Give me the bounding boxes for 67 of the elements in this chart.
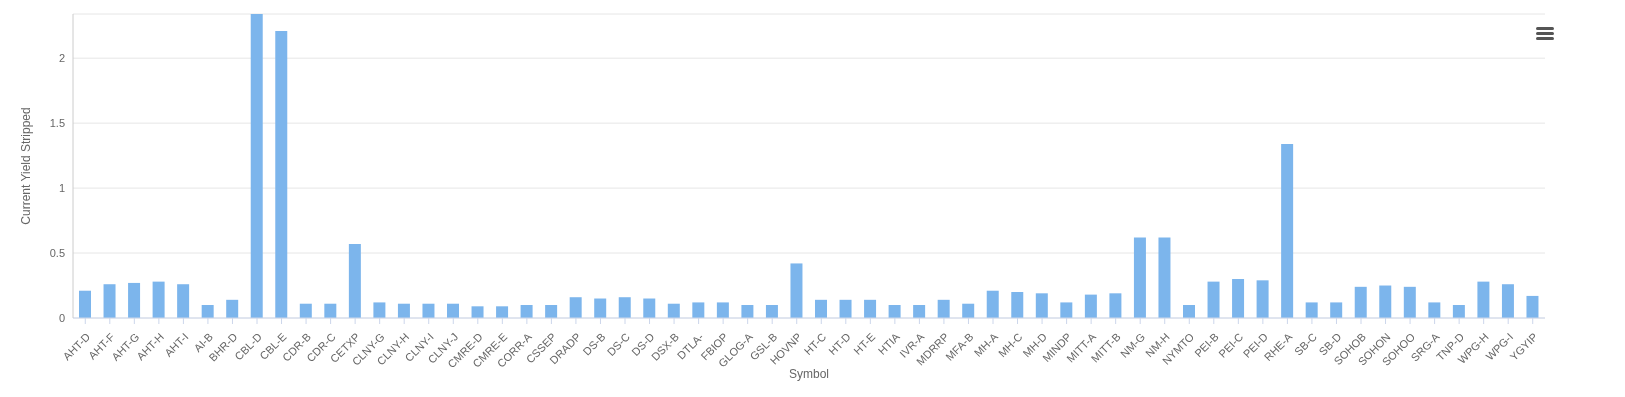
bar	[618, 297, 631, 318]
bar	[128, 282, 141, 318]
y-axis-title: Current Yield Stripped	[19, 107, 34, 225]
y-tick-label: 0	[58, 311, 65, 324]
bar	[1035, 293, 1048, 318]
bar	[962, 303, 975, 318]
bar	[1109, 293, 1122, 318]
bar	[1501, 284, 1514, 318]
bar	[177, 284, 190, 318]
y-tick-label: 1.5	[49, 117, 65, 130]
bar	[1256, 280, 1269, 318]
bar	[937, 299, 950, 318]
bar	[1379, 285, 1392, 318]
bar	[496, 306, 509, 318]
bar	[765, 305, 778, 318]
bar	[888, 305, 901, 318]
bar	[226, 299, 239, 318]
bar	[1281, 143, 1294, 318]
bar	[299, 303, 312, 318]
y-tick-label: 2	[58, 52, 65, 65]
bar	[422, 303, 435, 318]
bar	[373, 302, 386, 318]
x-axis-title: Symbol	[788, 367, 830, 381]
bar	[1354, 286, 1367, 318]
bar	[1011, 292, 1024, 318]
bar	[790, 263, 803, 318]
y-tick-label: 1	[58, 181, 65, 194]
bar	[864, 299, 877, 318]
bar	[1133, 237, 1146, 318]
bar	[1477, 281, 1490, 318]
bar	[103, 284, 116, 318]
bar	[741, 305, 754, 318]
bar	[986, 290, 999, 318]
bar	[250, 14, 263, 318]
bar	[913, 305, 926, 318]
bar	[1305, 302, 1318, 318]
bar	[667, 303, 680, 318]
bar	[275, 30, 288, 318]
bar	[348, 243, 361, 318]
bar	[839, 299, 852, 318]
bar	[1060, 302, 1073, 318]
bar	[1330, 302, 1343, 318]
bar	[643, 298, 656, 318]
bar	[79, 290, 91, 318]
bar	[1183, 305, 1195, 318]
bar	[152, 281, 165, 318]
bar	[716, 302, 729, 318]
bar	[1526, 295, 1539, 318]
bar	[471, 306, 484, 318]
bar	[1403, 286, 1416, 318]
bar	[1158, 237, 1171, 318]
bar	[1207, 281, 1220, 318]
bar	[1452, 305, 1465, 318]
bar	[397, 303, 410, 318]
bar	[1084, 294, 1097, 318]
bar	[545, 305, 558, 318]
bar	[201, 305, 214, 318]
bar	[1428, 302, 1441, 318]
bar	[569, 297, 582, 318]
bar	[815, 299, 827, 318]
bar	[692, 302, 705, 318]
bar	[594, 298, 607, 318]
bar	[1232, 279, 1245, 318]
bar	[447, 303, 459, 318]
bar	[324, 303, 337, 318]
bar	[520, 305, 533, 318]
y-tick-label: 0.5	[49, 246, 65, 259]
